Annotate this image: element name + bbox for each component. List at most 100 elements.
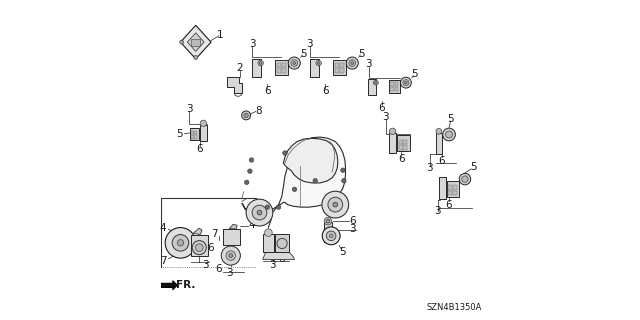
Text: 3: 3 [435,206,441,216]
Circle shape [221,246,241,265]
Bar [394,87,398,91]
Bar [252,59,260,77]
Circle shape [244,113,248,118]
Text: 7: 7 [212,229,218,239]
Bar [399,140,403,144]
Polygon shape [161,281,177,290]
Polygon shape [193,228,202,235]
Text: 8: 8 [255,106,262,116]
Bar [275,234,289,252]
Circle shape [403,80,409,86]
Text: 6: 6 [349,216,356,226]
Text: FR.: FR. [177,280,196,290]
Polygon shape [229,224,237,229]
Bar [440,177,447,199]
Circle shape [288,57,300,69]
Bar [403,140,407,144]
Circle shape [445,131,452,138]
Polygon shape [242,137,346,214]
Circle shape [172,235,189,251]
Bar [275,60,287,75]
Bar [310,59,319,77]
Text: 6: 6 [278,254,285,264]
Polygon shape [188,33,204,52]
Text: 6: 6 [322,86,328,96]
Circle shape [326,231,336,241]
Circle shape [165,228,196,258]
Bar [276,63,281,67]
Bar [191,131,193,134]
Circle shape [317,62,320,64]
Bar [389,133,396,153]
Bar [335,63,339,67]
Text: 6: 6 [216,264,222,274]
Bar [389,80,400,93]
Polygon shape [227,76,243,93]
Circle shape [404,82,407,84]
Text: 3: 3 [186,104,193,114]
Bar [453,191,457,195]
Bar [447,181,459,197]
Text: 6: 6 [398,154,404,164]
Text: 7: 7 [265,219,272,229]
Circle shape [259,62,262,64]
Text: 5: 5 [447,114,454,124]
Text: 6: 6 [207,243,214,252]
Bar [194,135,196,139]
Circle shape [265,205,269,209]
Bar [403,145,407,150]
Circle shape [460,173,470,185]
Circle shape [226,251,236,260]
Text: 5: 5 [177,129,183,139]
Bar [368,79,376,95]
Circle shape [329,234,333,238]
Text: 3: 3 [365,60,372,69]
Bar [282,68,285,73]
Bar [262,234,274,252]
Circle shape [401,77,412,88]
Circle shape [333,202,338,207]
Circle shape [242,111,250,120]
Circle shape [322,227,340,245]
Bar [335,68,339,73]
Circle shape [180,40,184,44]
Text: 1: 1 [218,30,224,40]
Text: 3: 3 [383,112,389,122]
Circle shape [443,128,456,141]
Bar [390,83,394,86]
Circle shape [276,205,281,209]
Circle shape [192,241,206,255]
Text: 3: 3 [249,39,256,49]
Bar [276,68,281,73]
Bar [333,60,346,75]
Text: 3: 3 [227,268,233,278]
Circle shape [340,168,345,172]
Circle shape [194,55,198,59]
Circle shape [252,205,267,220]
Circle shape [351,62,353,64]
Bar [282,63,285,67]
Text: 5: 5 [412,69,418,79]
Text: 4: 4 [249,220,255,230]
Text: 3: 3 [202,260,209,269]
Text: 3: 3 [349,224,356,235]
Text: SZN4B1350A: SZN4B1350A [426,303,481,312]
Bar [191,135,193,139]
Circle shape [390,128,396,134]
Text: 3: 3 [427,163,433,173]
Text: 5: 5 [300,49,307,59]
Bar [390,87,394,91]
Bar [448,186,452,190]
Bar [223,229,240,245]
Circle shape [374,82,377,84]
Bar [394,83,398,86]
Text: 6: 6 [438,156,445,166]
Circle shape [195,244,203,252]
Circle shape [346,57,358,69]
Text: 2: 2 [236,63,243,73]
Bar [399,145,403,150]
Circle shape [324,217,332,225]
Bar [324,222,332,242]
Circle shape [316,60,321,66]
Circle shape [436,128,442,134]
